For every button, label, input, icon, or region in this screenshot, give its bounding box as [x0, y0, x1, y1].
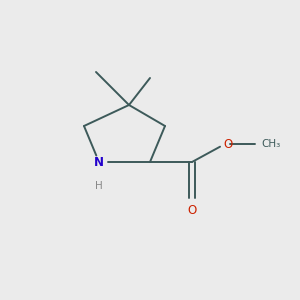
Text: O: O [188, 203, 196, 217]
Text: N: N [94, 155, 104, 169]
Text: CH₃: CH₃ [261, 139, 280, 149]
Text: H: H [95, 181, 103, 191]
Text: O: O [224, 137, 232, 151]
